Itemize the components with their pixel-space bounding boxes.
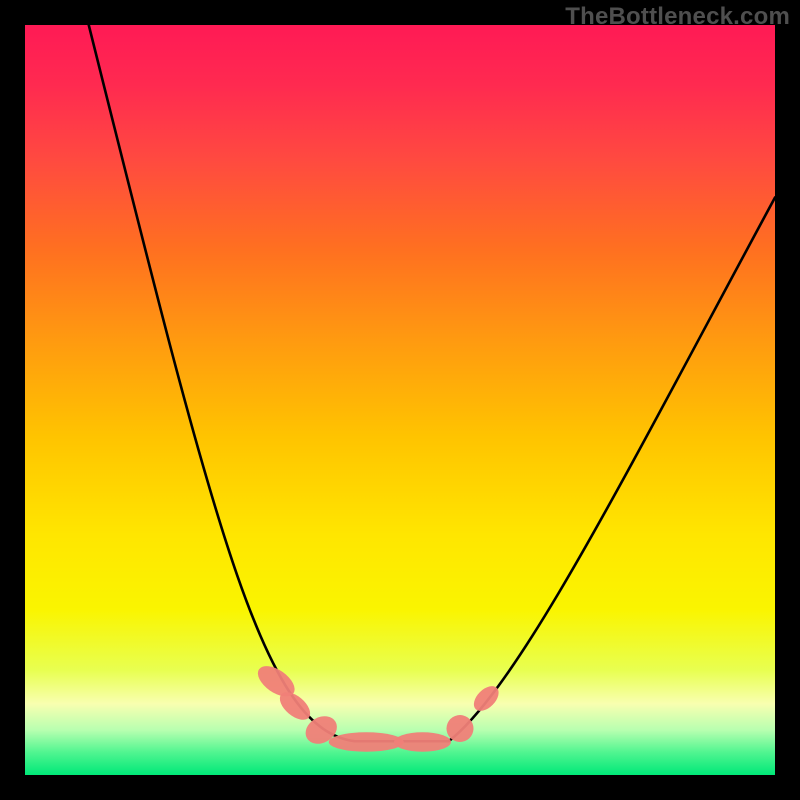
watermark-label: TheBottleneck.com (565, 3, 790, 31)
gradient-background (25, 25, 775, 775)
chart-svg (0, 0, 800, 800)
chart-stage: TheBottleneck.com (0, 0, 800, 800)
